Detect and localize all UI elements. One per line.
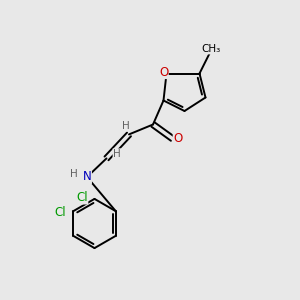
Text: O: O [173,132,182,145]
Text: Cl: Cl [76,191,88,204]
Text: H: H [122,121,130,131]
Text: CH₃: CH₃ [202,44,221,54]
Text: Cl: Cl [55,206,66,219]
Text: O: O [159,65,168,79]
Text: H: H [113,149,121,159]
Text: H: H [70,169,77,179]
Text: N: N [82,170,91,184]
